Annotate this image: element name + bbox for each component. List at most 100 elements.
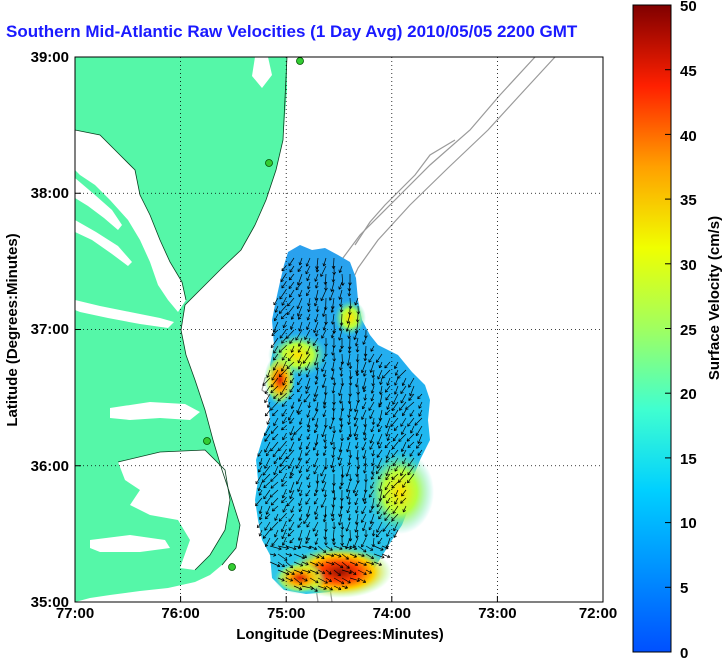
- velocity-arrow: [287, 353, 295, 362]
- velocity-arrow: [258, 457, 263, 466]
- velocity-arrow: [400, 465, 407, 477]
- colorbar-tick-label: 0: [680, 645, 688, 659]
- velocity-arrow: [322, 369, 327, 378]
- velocity-arrow: [285, 561, 294, 569]
- velocity-arrow: [391, 441, 399, 450]
- velocity-arrow: [313, 393, 319, 402]
- velocity-arrow: [313, 425, 319, 434]
- velocity-arrow: [338, 281, 343, 290]
- velocity-arrow: [315, 361, 319, 371]
- velocity-arrow: [325, 585, 333, 591]
- velocity-arrow: [345, 465, 351, 477]
- velocity-arrow: [325, 553, 335, 558]
- velocity-arrow: [288, 273, 295, 281]
- velocity-arrow: [371, 417, 376, 425]
- velocity-arrow: [394, 361, 399, 369]
- velocity-arrow: [331, 513, 335, 522]
- velocity-arrow: [312, 521, 319, 532]
- velocity-arrow: [313, 353, 319, 366]
- velocity-arrow: [296, 273, 303, 286]
- velocity-arrow: [278, 369, 287, 378]
- velocity-arrow: [332, 441, 336, 450]
- velocity-arrow: [297, 529, 303, 541]
- velocity-arrow: [305, 385, 311, 394]
- velocity-arrow: [289, 425, 295, 436]
- velocity-arrow: [391, 481, 399, 489]
- radar-stations: [203, 57, 304, 571]
- lon-tick-label: 72:00: [579, 605, 617, 622]
- velocity-arrow: [317, 569, 326, 575]
- velocity-arrow: [314, 505, 319, 515]
- velocity-arrow: [258, 465, 263, 473]
- velocity-arrow: [402, 457, 407, 465]
- velocity-arrow: [333, 569, 341, 576]
- velocity-arrow: [369, 505, 375, 514]
- velocity-arrow: [378, 401, 383, 408]
- velocity-arrow: [386, 497, 391, 504]
- neuse-river: [90, 535, 170, 552]
- velocity-arrow: [338, 345, 343, 353]
- velocity-arrow: [278, 305, 287, 314]
- velocity-arrow: [393, 385, 399, 395]
- velocity-arrow: [398, 433, 407, 442]
- velocity-arrow: [273, 465, 279, 476]
- velocity-arrow: [346, 441, 351, 453]
- velocity-arrow: [332, 537, 336, 546]
- velocity-arrow: [289, 289, 295, 298]
- velocity-arrow: [321, 377, 327, 388]
- velocity-arrow: [266, 369, 271, 378]
- velocity-arrow: [371, 449, 375, 457]
- velocity-arrow: [331, 449, 335, 458]
- velocity-arrow: [348, 361, 353, 370]
- velocity-arrow: [317, 561, 324, 567]
- velocity-arrow: [277, 569, 290, 576]
- velocity-arrow: [375, 353, 383, 363]
- velocity-arrow: [363, 497, 367, 505]
- velocity-arrow: [406, 433, 415, 442]
- velocity-arrow: [362, 337, 367, 345]
- velocity-arrow: [281, 473, 287, 483]
- velocity-arrow: [288, 393, 295, 400]
- velocity-arrow: [282, 417, 287, 425]
- velocity-arrow: [322, 401, 327, 409]
- velocity-arrow: [348, 449, 353, 459]
- velocity-arrow: [323, 441, 328, 450]
- velocity-arrow: [269, 521, 279, 531]
- velocity-arrow: [330, 369, 335, 380]
- velocity-arrow: [338, 393, 343, 404]
- velocity-arrow: [285, 569, 295, 575]
- velocity-arrow: [385, 393, 391, 401]
- velocity-arrow: [313, 297, 319, 307]
- velocity-arrow: [383, 505, 391, 515]
- velocity-arrow: [414, 417, 423, 426]
- velocity-arrow: [321, 473, 327, 484]
- velocity-arrow: [287, 297, 295, 307]
- velocity-arrow: [297, 337, 303, 347]
- velocity-arrow: [378, 441, 383, 449]
- velocity-arrow: [370, 385, 375, 394]
- velocity-arrow: [290, 369, 295, 376]
- velocity-arrow: [280, 313, 287, 320]
- velocity-arrow: [288, 281, 295, 290]
- velocity-arrow: [355, 345, 360, 353]
- velocity-arrow: [391, 513, 399, 522]
- velocity-arrow: [305, 441, 311, 450]
- velocity-arrow: [306, 369, 311, 378]
- velocity-arrow: [289, 417, 295, 424]
- velocity-arrow: [298, 369, 303, 377]
- velocity-arrow: [332, 521, 337, 530]
- velocity-arrow: [298, 505, 303, 513]
- velocity-arrow: [363, 393, 368, 401]
- velocity-arrow: [360, 537, 367, 548]
- velocity-arrow: [295, 473, 303, 485]
- velocity-arrow: [352, 481, 359, 494]
- velocity-arrow: [354, 337, 359, 347]
- velocity-arrow: [264, 521, 271, 531]
- velocity-arrow: [269, 553, 277, 557]
- velocity-arrow: [338, 289, 343, 300]
- velocity-arrow: [339, 369, 344, 377]
- velocity-arrow: [293, 561, 304, 567]
- velocity-arrow: [314, 529, 319, 537]
- velocity-arrow: [297, 361, 303, 370]
- velocity-arrow: [264, 441, 271, 453]
